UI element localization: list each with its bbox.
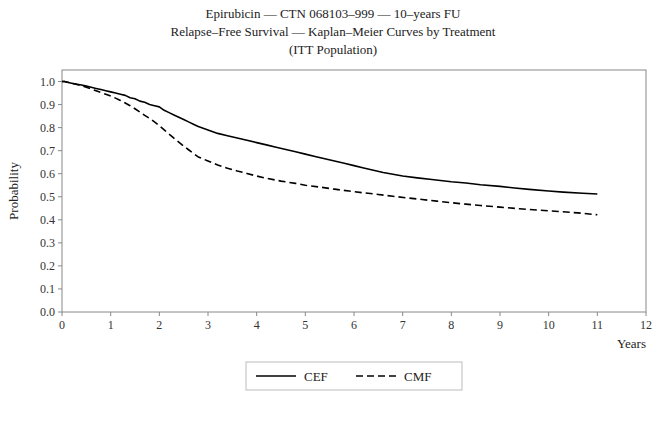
x-axis: 0123456789101112 <box>59 312 652 332</box>
x-tick <box>208 312 209 316</box>
x-tick-label: 2 <box>156 318 162 332</box>
y-tick <box>58 173 62 174</box>
series-line <box>62 82 597 194</box>
x-tick <box>451 312 452 316</box>
x-tick <box>256 312 257 316</box>
x-tick <box>646 312 647 316</box>
x-tick <box>159 312 160 316</box>
y-axis-label: Probability <box>6 162 21 220</box>
title: Relapse–Free Survival — Kaplan–Meier Cur… <box>171 24 496 39</box>
y-tick-label: 0.2 <box>40 259 55 273</box>
x-tick-label: 3 <box>205 318 211 332</box>
y-tick-label: 0.9 <box>40 98 55 112</box>
y-tick-label: 0.1 <box>40 282 55 296</box>
title: Epirubicin — CTN 068103–999 — 10–years F… <box>206 6 462 21</box>
y-tick <box>58 288 62 289</box>
y-tick <box>58 312 62 313</box>
y-tick <box>58 150 62 151</box>
x-tick <box>354 312 355 316</box>
y-tick <box>58 265 62 266</box>
legend-label: CEF <box>304 369 328 384</box>
y-tick-label: 1.0 <box>40 75 55 89</box>
y-tick-label: 0.5 <box>40 190 55 204</box>
legend-frame <box>246 362 462 390</box>
x-axis-label: Years <box>617 336 646 351</box>
series-lines <box>62 82 597 215</box>
y-axis: 0.0 0.1 0.2 0.3 0.4 0.5 0.6 0.7 0.8 0.9 1.0 <box>40 75 62 319</box>
x-tick-label: 7 <box>400 318 406 332</box>
y-tick <box>58 127 62 128</box>
x-tick <box>548 312 549 316</box>
legend-label: CMF <box>404 369 431 384</box>
x-tick <box>305 312 306 316</box>
x-tick <box>402 312 403 316</box>
legend: CEF CMF <box>246 362 462 390</box>
y-tick <box>58 219 62 220</box>
x-tick-label: 9 <box>497 318 503 332</box>
y-tick-label: 0.6 <box>40 167 55 181</box>
x-tick <box>500 312 501 316</box>
x-tick-label: 5 <box>302 318 308 332</box>
legend-swatch <box>356 375 396 377</box>
x-tick-label: 11 <box>592 318 604 332</box>
legend-swatch <box>256 375 296 377</box>
y-tick-label: 0.7 <box>40 144 55 158</box>
x-tick-label: 4 <box>254 318 260 332</box>
x-tick <box>110 312 111 316</box>
x-tick-label: 1 <box>108 318 114 332</box>
y-tick-label: 0.0 <box>40 305 55 319</box>
y-tick <box>58 196 62 197</box>
plot-frame <box>62 70 646 312</box>
x-tick <box>62 312 63 316</box>
x-tick-label: 0 <box>59 318 65 332</box>
y-tick <box>58 81 62 82</box>
y-tick <box>58 104 62 105</box>
x-tick-label: 6 <box>351 318 357 332</box>
series-line <box>62 82 597 215</box>
x-tick-label: 8 <box>448 318 454 332</box>
chart: Epirubicin — CTN 068103–999 — 10–years F… <box>0 0 666 423</box>
x-tick-label: 12 <box>640 318 652 332</box>
title: (ITT Population) <box>289 42 377 57</box>
y-tick-label: 0.4 <box>40 213 55 227</box>
y-tick-label: 0.8 <box>40 121 55 135</box>
x-tick-label: 10 <box>543 318 555 332</box>
y-tick-label: 0.3 <box>40 236 55 250</box>
x-tick <box>597 312 598 316</box>
y-tick <box>58 242 62 243</box>
